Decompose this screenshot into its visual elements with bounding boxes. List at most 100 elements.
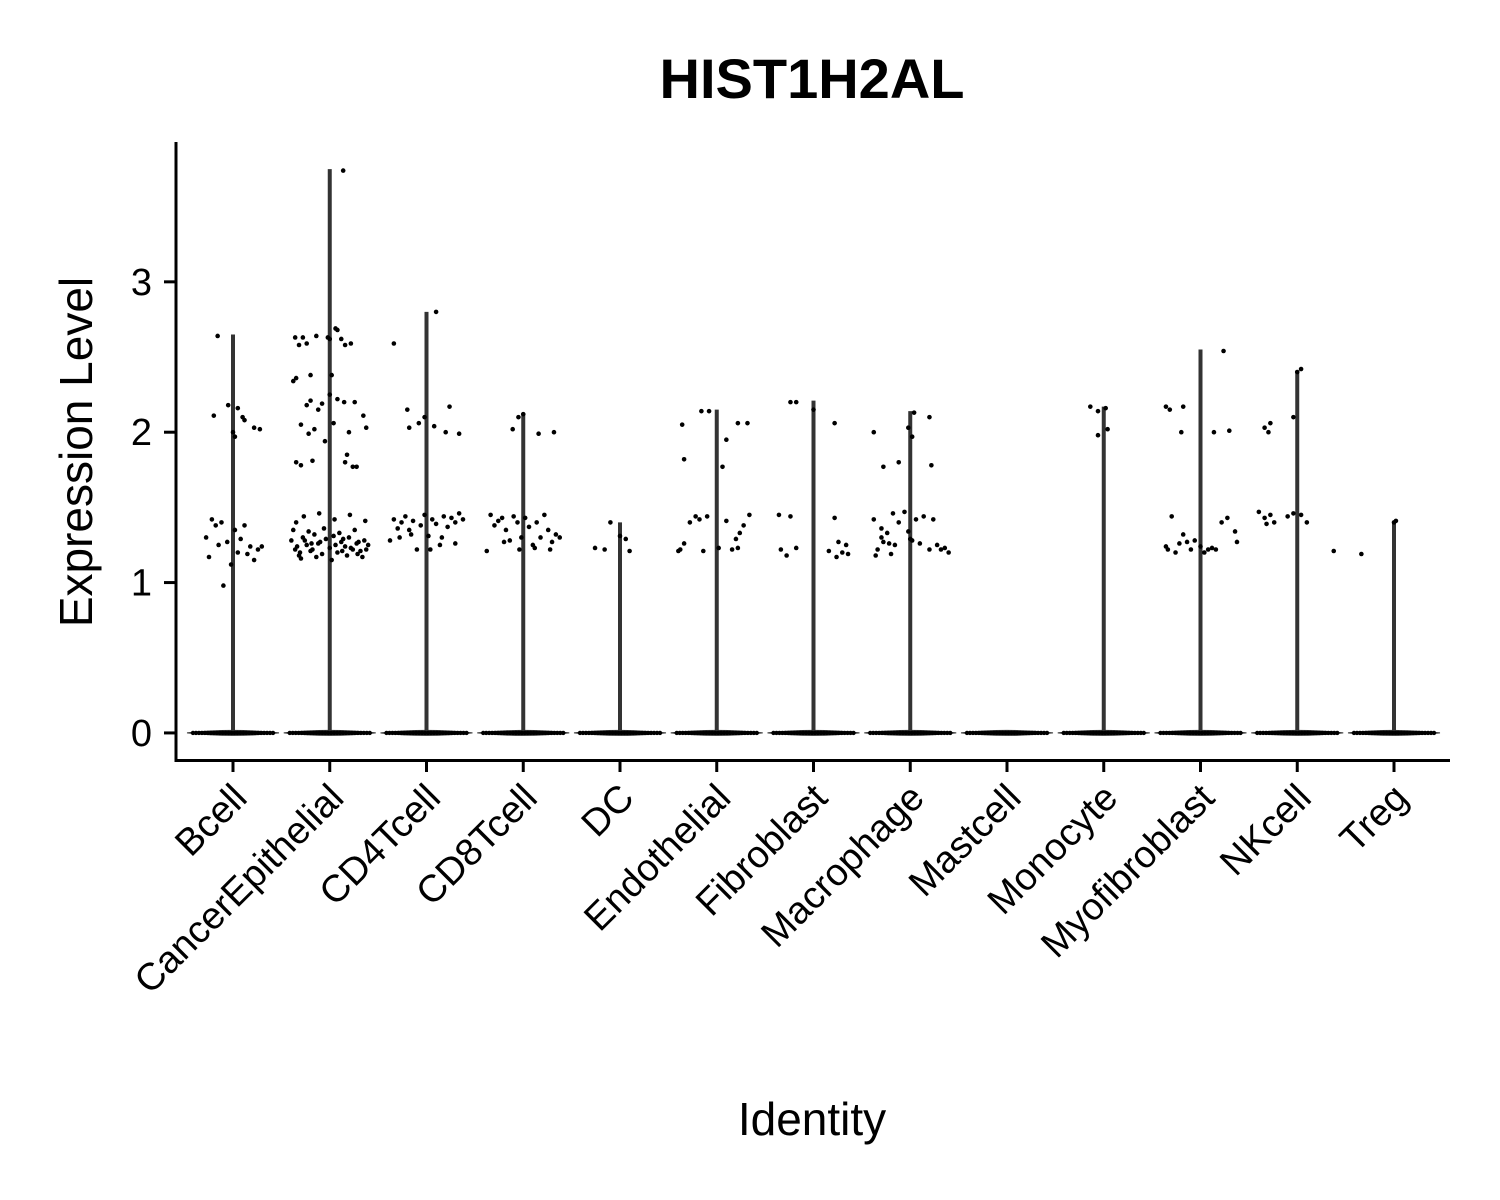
data-point [298, 462, 304, 468]
data-point [776, 512, 782, 518]
data-point [456, 431, 462, 437]
data-point [484, 548, 490, 554]
data-point [294, 544, 300, 549]
data-point [875, 547, 880, 552]
data-point [418, 523, 424, 528]
violin-group [1347, 518, 1441, 736]
data-point [551, 429, 557, 435]
data-point [793, 545, 799, 551]
data-point [314, 554, 319, 560]
data-point [946, 550, 951, 555]
data-point [697, 517, 702, 522]
data-point [327, 545, 333, 551]
data-point [1264, 521, 1269, 527]
data-point [319, 551, 325, 557]
violin-group [1057, 404, 1150, 736]
x-tick-label: NKcell [1212, 777, 1319, 884]
data-point [335, 327, 340, 333]
data-point [327, 392, 333, 397]
data-point [896, 459, 902, 465]
data-point [232, 434, 238, 440]
data-point [557, 535, 563, 540]
data-point [341, 399, 347, 405]
data-point [365, 542, 371, 548]
data-point [1177, 541, 1182, 546]
data-point [942, 545, 948, 551]
violin-group [1251, 366, 1344, 736]
data-point [363, 547, 369, 552]
data-point [1105, 426, 1110, 432]
x-tick-label: DC [574, 777, 643, 846]
data-point [927, 414, 932, 420]
data-point [289, 538, 294, 543]
data-point [1173, 550, 1178, 555]
data-point [1304, 520, 1310, 525]
data-point [406, 425, 412, 430]
data-point [344, 452, 350, 458]
data-point [724, 518, 729, 524]
data-point [602, 547, 607, 552]
data-point [290, 378, 296, 384]
data-point [1088, 404, 1093, 409]
data-point [342, 459, 348, 465]
data-point [245, 551, 250, 557]
data-point [410, 518, 416, 524]
data-point [422, 512, 427, 518]
data-point [561, 730, 566, 736]
data-point [729, 547, 735, 552]
data-point [238, 536, 243, 542]
violin-group [1154, 348, 1247, 736]
data-point [453, 541, 458, 546]
violin-group [477, 411, 570, 736]
data-point [312, 532, 317, 537]
data-point [270, 730, 276, 736]
data-point [501, 539, 507, 545]
data-point [335, 396, 340, 402]
data-point [495, 518, 501, 524]
data-point [948, 730, 953, 736]
data-point [1431, 730, 1437, 736]
data-point [387, 538, 393, 543]
violin-group [573, 520, 667, 736]
data-point [335, 550, 340, 555]
data-point [745, 420, 750, 426]
data-point [892, 542, 898, 548]
data-point [209, 517, 215, 522]
data-point [251, 557, 257, 563]
data-point [930, 517, 936, 522]
data-point [699, 408, 704, 414]
data-point [845, 551, 851, 557]
data-point [230, 429, 236, 435]
data-point [657, 730, 663, 736]
data-point [464, 730, 469, 736]
data-point [304, 542, 310, 548]
data-point [437, 542, 443, 548]
data-point [456, 511, 462, 516]
data-point [902, 509, 907, 515]
data-point [511, 514, 516, 519]
data-point [449, 515, 454, 521]
data-point [1213, 547, 1219, 552]
data-point [1331, 548, 1337, 554]
data-point [251, 425, 257, 430]
data-point [735, 420, 741, 426]
data-point [310, 458, 315, 464]
data-point [1298, 366, 1304, 372]
violin-group [767, 399, 860, 736]
data-point [312, 426, 317, 432]
data-point [507, 538, 513, 543]
data-point [1180, 532, 1186, 537]
data-point [290, 527, 296, 533]
data-point [851, 730, 856, 736]
data-point [322, 438, 328, 444]
data-point [826, 548, 832, 554]
data-point [329, 557, 334, 563]
data-point [843, 542, 849, 548]
data-point [340, 168, 346, 173]
x-tick-label: Myofibroblast [1033, 776, 1223, 966]
data-point [592, 545, 598, 551]
data-point [221, 583, 226, 588]
data-point [206, 554, 212, 560]
data-point [304, 341, 310, 346]
